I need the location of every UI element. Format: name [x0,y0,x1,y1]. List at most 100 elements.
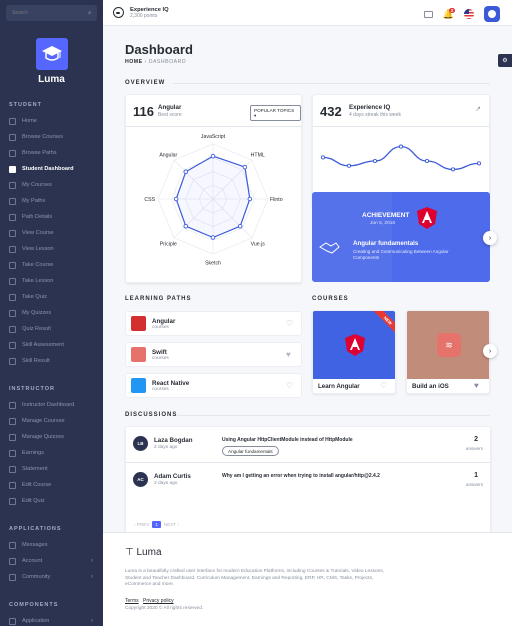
discussion-tag[interactable]: Angular fundamentals [222,446,279,456]
sidebar-item-label: Manage Quizzes [22,434,64,440]
pager-page-1[interactable]: 1 [152,521,161,528]
copyright: Copyright 2020 © All rights reserved. [125,606,204,611]
sidebar-item-icon [9,245,16,253]
sidebar-item-take-quiz[interactable]: Take Quiz [0,289,103,305]
sidebar-item-my-paths[interactable]: My Paths [0,193,103,209]
us-flag-icon[interactable] [464,9,474,19]
discussion-row[interactable]: LB Laza Bogdan 2 days ago Using Angular Htt… [126,427,490,461]
breadcrumb-home[interactable]: HOME [125,59,143,65]
sidebar-item-label: Edit Course [22,482,52,488]
sidebar-item-path-details[interactable]: Path Details [0,209,103,225]
sidebar-item-icon [9,417,16,425]
sidebar-item-label: Browse Paths [22,150,57,156]
sidebar-item-student-dashboard[interactable]: Student Dashboard [0,161,103,177]
sidebar-item-view-course[interactable]: View Course [0,225,103,241]
sidebar-item-icon [9,197,16,205]
privacy-link[interactable]: Privacy policy [143,598,174,604]
sidebar-item-label: Earnings [22,450,45,456]
course-card-ios[interactable]: ≋ Build an iOS ♥ [406,310,490,394]
radar-point [210,153,216,159]
sidebar-item-skill-result[interactable]: Skill Result [0,353,103,369]
achievement-card[interactable]: ACHIEVEMENT Jun 5, 2018 Angular fundamen… [312,192,490,282]
discussion-question[interactable]: Using Angular HttpClientModule instead o… [222,437,353,443]
discussion-author[interactable]: Laza Bogdan [154,437,193,444]
iq-series-line [322,145,480,171]
radar-axis-label: CSS [144,197,155,203]
radar-point [237,223,243,229]
notification-badge: 2 [448,7,456,13]
sidebar-item-application[interactable]: Application › [0,613,103,626]
user-avatar[interactable] [484,6,500,22]
sidebar-item-instructor-dashboard[interactable]: Instructor Dashboard [0,397,103,413]
overview-heading: OVERVIEW [125,80,166,86]
sidebar-item-browse-courses[interactable]: Browse Courses [0,129,103,145]
trending-icon[interactable]: ↗ [475,106,481,113]
heart-icon[interactable]: ♥ [286,350,291,359]
course-card-angular[interactable]: NEW Learn Angular ♡ [312,310,396,394]
discussion-author[interactable]: Adam Curtis [154,473,191,480]
sidebar-item-icon [9,357,16,365]
sidebar-item-take-course[interactable]: Take Course [0,257,103,273]
sidebar-item-statement[interactable]: Statement [0,461,103,477]
course-title: Learn Angular [318,383,360,390]
answer-label: answers [465,482,483,487]
sidebar-item-icon [9,293,16,301]
heart-icon[interactable]: ♡ [380,381,388,390]
sidebar-item-manage-quizzes[interactable]: Manage Quizzes [0,429,103,445]
search-icon[interactable]: ⌕ [88,10,91,16]
learning-path-item[interactable]: Angular courses ♡ [125,311,302,336]
radar-axis-label: JavaScript [201,134,226,140]
sidebar-item-manage-courses[interactable]: Manage Courses [0,413,103,429]
radar-axis-label: Angular [159,152,177,158]
sidebar-item-home[interactable]: Home [0,113,103,129]
topbar: Experience IQ 2,300 points 🔔 2 [103,0,512,26]
sidebar-item-label: Application [22,618,50,624]
sidebar-search[interactable]: ⌕ [6,5,97,21]
mail-icon[interactable] [423,10,433,18]
sidebar-item-community[interactable]: Community › [0,569,103,585]
discussion-question[interactable]: Why am I getting an error when trying to… [222,473,380,479]
sidebar-item-label: Account [22,558,43,564]
sidebar-item-skill-assessment[interactable]: Skill Assessment [0,337,103,353]
bell-icon[interactable]: 🔔 2 [442,7,456,19]
learning-path-item[interactable]: Swift courses ♥ [125,342,302,367]
sidebar-item-messages[interactable]: Messages [0,537,103,553]
avatar[interactable]: LB [133,436,148,451]
brand-logo[interactable] [35,38,68,70]
sidebar-item-earnings[interactable]: Earnings [0,445,103,461]
terms-link[interactable]: Terms [125,598,139,604]
pager-prev[interactable]: ‹ PREV [134,522,150,527]
pager-next[interactable]: NEXT › [163,522,179,527]
sidebar-item-account[interactable]: Account › [0,553,103,569]
learning-path-item[interactable]: React Native courses ♡ [125,373,302,398]
courses-next-button[interactable]: › [483,344,497,358]
sidebar-item-label: Messages [22,542,48,548]
sidebar-item-view-lesson[interactable]: View Lesson [0,241,103,257]
sidebar-item-browse-paths[interactable]: Browse Paths [0,145,103,161]
popular-topics-dropdown[interactable]: POPULAR TOPICS ▾ [250,105,301,121]
sidebar-item-icon [9,229,16,237]
radar-point [183,223,189,229]
achievement-next-button[interactable]: › [483,231,497,245]
sidebar-item-my-courses[interactable]: My Courses [0,177,103,193]
answer-label: answers [465,446,483,451]
sidebar-item-label: Student Dashboard [22,166,74,172]
heart-icon[interactable]: ♡ [286,381,294,390]
discussion-row[interactable]: AC Adam Curtis 3 days ago Why am I getting … [126,463,490,497]
footer-brand-name: Luma [136,547,162,558]
search-input[interactable] [12,10,72,16]
iq-subtitle: 4 days streak this week [349,112,401,118]
heart-icon[interactable]: ♥ [474,381,479,390]
divider [126,462,490,463]
radar-point [242,164,248,170]
avatar[interactable]: AC [133,472,148,487]
sidebar-item-edit-quiz[interactable]: Edit Quiz [0,493,103,509]
sidebar-item-my-quizzes[interactable]: My Quizzes [0,305,103,321]
sidebar-item-quiz-result[interactable]: Quiz Result [0,321,103,337]
settings-gear-button[interactable]: ⚙ [498,54,512,67]
sidebar-item-take-lesson[interactable]: Take Lesson [0,273,103,289]
sidebar-item-edit-course[interactable]: Edit Course [0,477,103,493]
achievement-date: Jun 5, 2018 [370,221,396,226]
path-logo-icon [131,378,146,393]
heart-icon[interactable]: ♡ [286,319,294,328]
